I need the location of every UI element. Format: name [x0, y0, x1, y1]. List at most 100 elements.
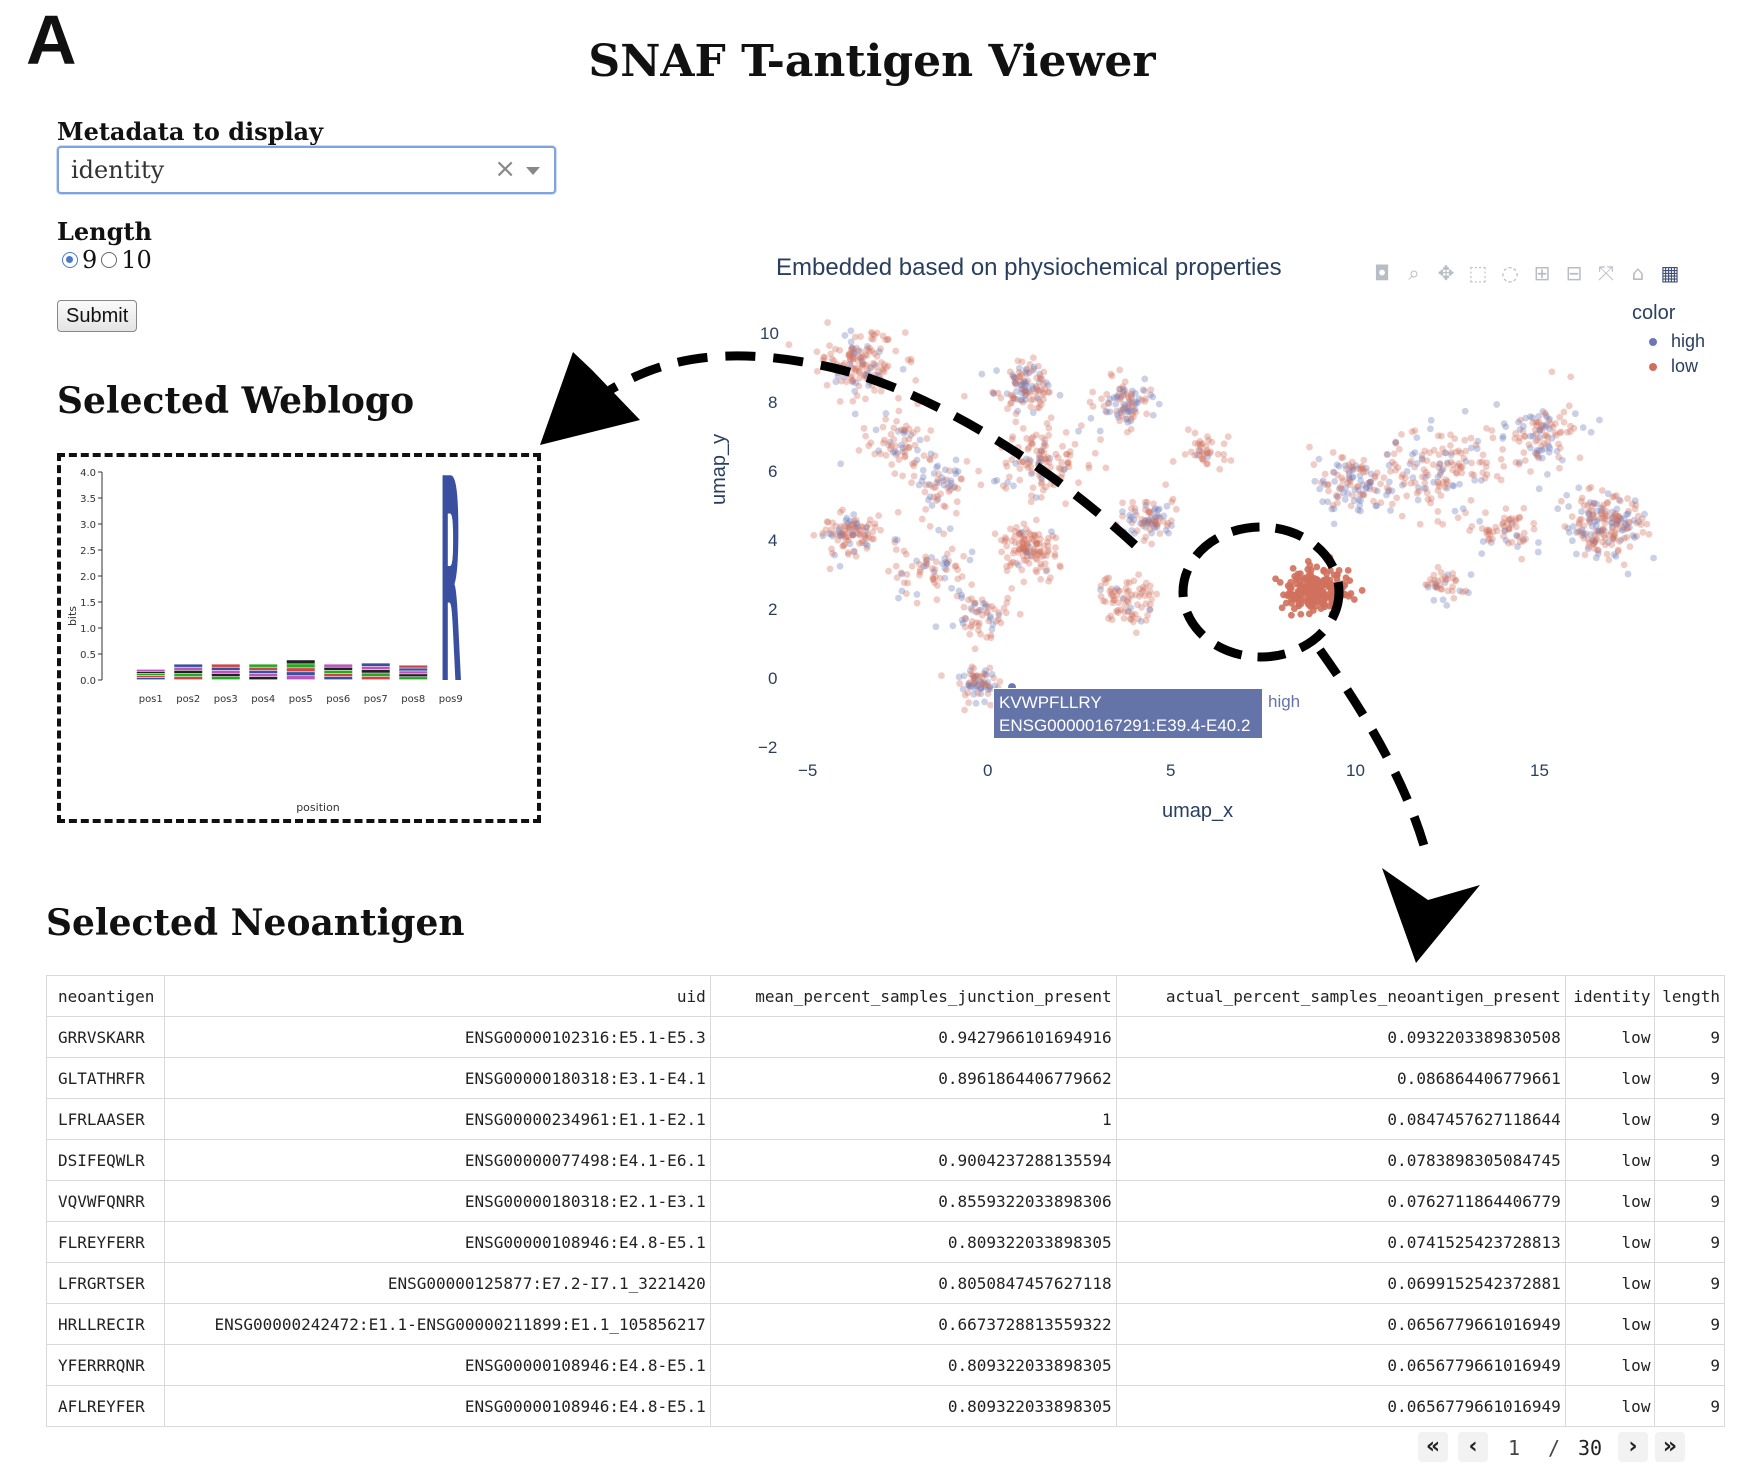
table-row[interactable]: VQVWFQNRR ENSG00000180318:E2.1-E3.1 0.8559…	[46, 1180, 1725, 1222]
scatter-point-low[interactable]	[1021, 548, 1029, 555]
scatter-point-low[interactable]	[1023, 541, 1031, 549]
scatter-point-low[interactable]	[1616, 497, 1624, 505]
scatter-point-low[interactable]	[1501, 527, 1509, 534]
scatter-point-low[interactable]	[1556, 444, 1564, 452]
scatter-point-low[interactable]	[1398, 512, 1406, 520]
scatter-point-low[interactable]	[1500, 519, 1507, 526]
scatter-point-low[interactable]	[1434, 517, 1442, 525]
table-cell-actual_percent_samples_neoantigen_present[interactable]: 0.0847457627118644	[1115, 1098, 1566, 1140]
scatter-point-low[interactable]	[1512, 459, 1520, 466]
scatter-point-low[interactable]	[879, 423, 887, 431]
scatter-point-high[interactable]	[1568, 537, 1576, 545]
scatter-point-low[interactable]	[983, 633, 990, 641]
scatter-point-low[interactable]	[1447, 449, 1455, 456]
current-page-input[interactable]: 1	[1508, 1436, 1521, 1460]
scatter-point-high[interactable]	[1542, 423, 1550, 431]
scatter-point-low[interactable]	[933, 596, 941, 604]
scatter-point-low[interactable]	[970, 672, 977, 680]
scatter-point-low[interactable]	[1046, 574, 1054, 582]
scatter-point-low[interactable]	[1430, 446, 1438, 454]
scatter-point-low[interactable]	[1598, 487, 1606, 494]
scatter-point-high[interactable]	[1443, 484, 1451, 492]
scatter-point-high[interactable]	[1604, 490, 1612, 498]
column-header-actual-percent[interactable]: actual_percent_samples_neoantigen_presen…	[1115, 975, 1566, 1017]
scatter-point-low[interactable]	[1590, 513, 1598, 521]
metadata-dropdown[interactable]: identity ×	[57, 146, 556, 194]
scatter-point-low[interactable]	[1139, 583, 1147, 591]
scatter-point-low[interactable]	[1633, 519, 1640, 527]
scatter-point-high[interactable]	[1320, 480, 1328, 488]
scatter-point-low[interactable]	[1168, 498, 1176, 506]
scatter-point-low[interactable]	[1132, 408, 1140, 416]
scatter-point-low[interactable]	[995, 609, 1003, 617]
scatter-point-low[interactable]	[1454, 514, 1462, 522]
scatter-point-low[interactable]	[1438, 585, 1446, 593]
scatter-point-low[interactable]	[1028, 440, 1036, 448]
scatter-point-low[interactable]	[1612, 516, 1620, 524]
scatter-point-low[interactable]	[990, 674, 998, 682]
scatter-point-low[interactable]	[996, 678, 1004, 685]
scatter-point-low[interactable]	[1102, 579, 1110, 587]
scatter-point-high[interactable]	[991, 682, 999, 690]
scatter-point-low[interactable]	[1200, 450, 1207, 458]
box-select-icon[interactable]: ⬚	[1468, 261, 1488, 285]
scatter-point-low[interactable]	[1353, 483, 1361, 491]
scatter-point-low[interactable]	[1184, 426, 1192, 433]
scatter-point-low[interactable]	[1489, 434, 1497, 442]
scatter-point-low[interactable]	[1580, 534, 1588, 542]
scatter-point-low[interactable]	[1029, 354, 1037, 362]
scatter-point-high[interactable]	[1614, 517, 1622, 525]
table-row[interactable]: AFLREYFER ENSG00000108946:E4.8-E5.1 0.8093…	[46, 1385, 1725, 1427]
scatter-point-low[interactable]	[1575, 520, 1583, 528]
scatter-point-low[interactable]	[1196, 451, 1203, 459]
scatter-point-high[interactable]	[1124, 608, 1132, 616]
scatter-point-high[interactable]	[1342, 462, 1349, 470]
scatter-point-low[interactable]	[1010, 546, 1018, 554]
scatter-point-high[interactable]	[1487, 539, 1495, 546]
scatter-point-low[interactable]	[1436, 460, 1444, 467]
scatter-point-high[interactable]	[1461, 407, 1469, 415]
scatter-point-low[interactable]	[1600, 531, 1608, 539]
scatter-point-low[interactable]	[1468, 523, 1476, 530]
scatter-point-high[interactable]	[1527, 432, 1535, 440]
scatter-point-low[interactable]	[978, 611, 986, 619]
scatter-point-low[interactable]	[933, 582, 941, 589]
scatter-point-low[interactable]	[986, 664, 994, 672]
scatter-point-low[interactable]	[819, 529, 827, 537]
scatter-point-low[interactable]	[1032, 566, 1040, 574]
scatter-point-low[interactable]	[1588, 502, 1596, 510]
scatter-point-low[interactable]	[1377, 499, 1385, 507]
scatter-point-high[interactable]	[864, 369, 872, 377]
table-cell-neoantigen[interactable]: GRRVSKARR	[46, 1016, 165, 1058]
scatter-point-low[interactable]	[1530, 520, 1538, 527]
scatter-point-low[interactable]	[1599, 514, 1607, 522]
scatter-point-low[interactable]	[1519, 537, 1527, 545]
scatter-point-low[interactable]	[970, 664, 978, 672]
scatter-point-low[interactable]	[1029, 484, 1037, 492]
scatter-point-low[interactable]	[1029, 395, 1037, 403]
scatter-point-low[interactable]	[1025, 559, 1033, 567]
scatter-point-high[interactable]	[1415, 484, 1422, 492]
scatter-point-low[interactable]	[935, 470, 943, 478]
scatter-point-low[interactable]	[975, 619, 983, 627]
scatter-point-high[interactable]	[1626, 524, 1633, 531]
scatter-point-high[interactable]	[986, 683, 994, 691]
scatter-point-high[interactable]	[1615, 496, 1623, 504]
plotly-logo-icon[interactable]: ▦	[1660, 261, 1680, 285]
scatter-point-low[interactable]	[1145, 516, 1152, 523]
scatter-point-low[interactable]	[1002, 609, 1010, 617]
scatter-point-low[interactable]	[994, 389, 1002, 397]
scatter-point-high[interactable]	[1545, 448, 1553, 456]
scatter-point-low[interactable]	[1141, 387, 1149, 395]
scatter-point-high[interactable]	[1467, 571, 1475, 579]
scatter-point-low[interactable]	[1003, 599, 1011, 607]
scatter-point-high[interactable]	[1149, 393, 1157, 401]
scatter-point-low[interactable]	[1037, 560, 1045, 568]
scatter-point-low[interactable]	[997, 619, 1005, 627]
scatter-point-high[interactable]	[1147, 391, 1155, 399]
scatter-point-high[interactable]	[1141, 375, 1149, 383]
scatter-point-low[interactable]	[1586, 519, 1594, 526]
scatter-point-low[interactable]	[1567, 422, 1574, 430]
scatter-point-low[interactable]	[1199, 456, 1207, 464]
scatter-point-low[interactable]	[844, 549, 852, 556]
